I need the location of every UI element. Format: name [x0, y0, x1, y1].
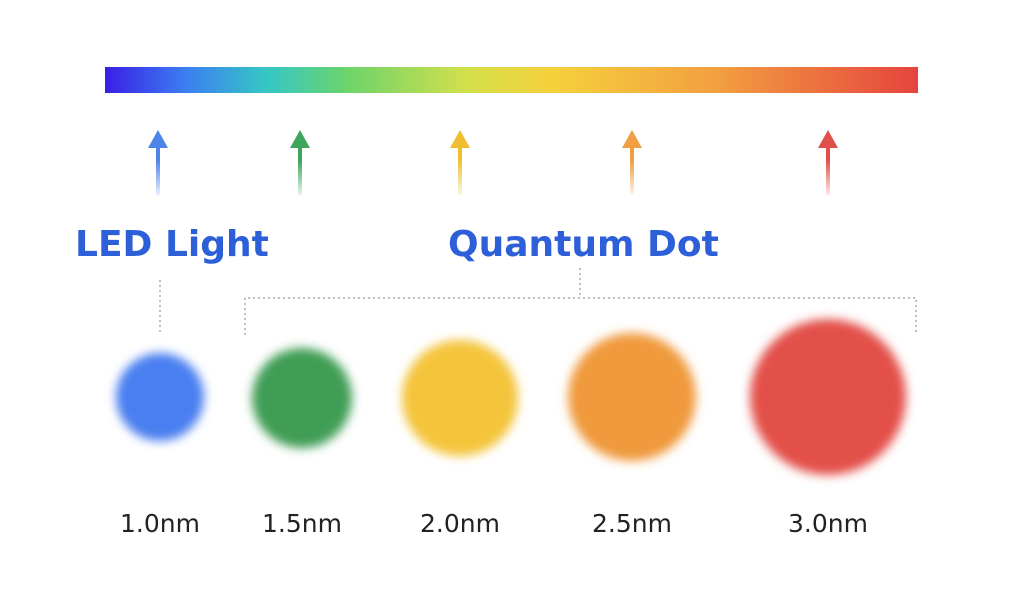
connectors [159, 268, 917, 335]
spectrum-bar [105, 67, 918, 93]
size-label: 2.5nm [592, 509, 672, 538]
dots [116, 319, 906, 475]
size-label: 2.0nm [420, 509, 500, 538]
dot [116, 353, 204, 441]
size-label: 3.0nm [788, 509, 868, 538]
arrows [140, 130, 850, 200]
quantum-dot-label: Quantum Dot [448, 224, 719, 265]
dot [252, 348, 352, 448]
size-label: 1.0nm [120, 509, 200, 538]
dot [750, 319, 906, 475]
dot [402, 340, 518, 456]
dot [568, 333, 696, 461]
led-label: LED Light [75, 224, 269, 265]
size-label: 1.5nm [262, 509, 342, 538]
